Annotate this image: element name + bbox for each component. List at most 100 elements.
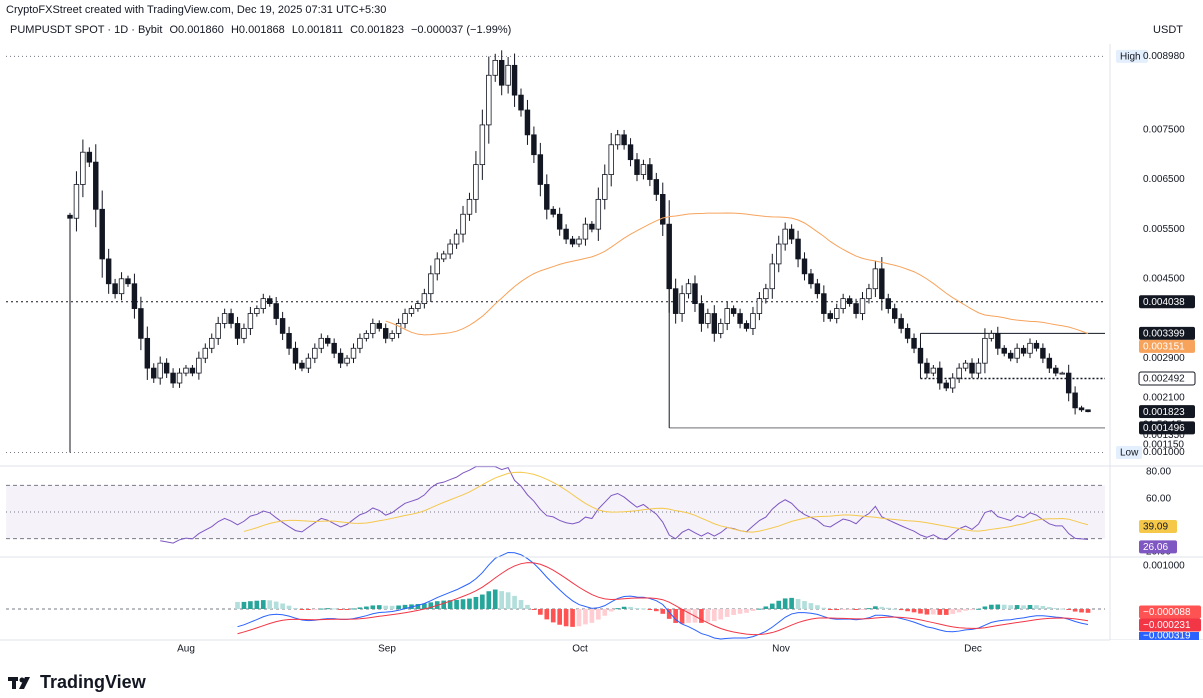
candle[interactable]: [138, 308, 144, 339]
candle[interactable]: [930, 367, 937, 374]
candle[interactable]: [982, 337, 988, 364]
candle[interactable]: [428, 273, 434, 295]
candle[interactable]: [505, 64, 511, 86]
candle[interactable]: [943, 382, 949, 389]
candle[interactable]: [814, 283, 821, 295]
candle[interactable]: [1085, 409, 1091, 413]
candle[interactable]: [1040, 347, 1046, 359]
candle[interactable]: [962, 362, 969, 369]
candle[interactable]: [743, 323, 750, 329]
candle[interactable]: [408, 308, 415, 314]
candle[interactable]: [653, 179, 660, 195]
candle[interactable]: [879, 268, 885, 300]
candle[interactable]: [756, 298, 763, 314]
candle[interactable]: [1046, 357, 1053, 369]
candle[interactable]: [537, 154, 544, 185]
candle[interactable]: [395, 323, 402, 334]
candle[interactable]: [737, 313, 743, 324]
candle[interactable]: [634, 159, 640, 175]
candle[interactable]: [827, 313, 833, 319]
candle[interactable]: [640, 164, 647, 175]
candle[interactable]: [440, 253, 447, 260]
candle[interactable]: [402, 313, 408, 324]
candle[interactable]: [176, 372, 183, 384]
candle[interactable]: [163, 362, 170, 374]
candle[interactable]: [1059, 372, 1065, 375]
candle[interactable]: [821, 293, 827, 314]
candle[interactable]: [711, 313, 718, 334]
candle[interactable]: [718, 323, 724, 334]
candle[interactable]: [647, 164, 653, 180]
candle[interactable]: [325, 337, 331, 344]
candle[interactable]: [569, 238, 576, 245]
candle[interactable]: [1027, 342, 1033, 354]
candle[interactable]: [299, 362, 305, 369]
candle[interactable]: [660, 194, 666, 225]
candle[interactable]: [305, 357, 312, 369]
candle[interactable]: [763, 288, 769, 300]
candle[interactable]: [228, 313, 234, 324]
candle[interactable]: [466, 198, 473, 215]
candle[interactable]: [808, 273, 814, 285]
candle[interactable]: [769, 263, 776, 290]
candle[interactable]: [447, 243, 453, 255]
candle[interactable]: [595, 198, 602, 230]
candle[interactable]: [99, 208, 105, 260]
candle[interactable]: [1007, 352, 1014, 359]
candle[interactable]: [209, 337, 215, 349]
candle[interactable]: [666, 223, 672, 290]
candle[interactable]: [698, 303, 705, 324]
candle[interactable]: [221, 313, 228, 324]
candle[interactable]: [776, 243, 782, 265]
candle[interactable]: [415, 303, 421, 309]
candle[interactable]: [975, 362, 982, 374]
candle[interactable]: [724, 308, 730, 324]
candle[interactable]: [937, 367, 943, 384]
candle[interactable]: [125, 278, 131, 285]
candle[interactable]: [911, 337, 917, 349]
candle[interactable]: [151, 367, 157, 379]
candle[interactable]: [118, 278, 125, 295]
candle[interactable]: [357, 337, 363, 349]
candle[interactable]: [112, 283, 118, 295]
candle[interactable]: [969, 362, 975, 374]
candle[interactable]: [846, 298, 853, 305]
candle[interactable]: [1001, 347, 1007, 354]
candle[interactable]: [486, 74, 492, 126]
candle[interactable]: [279, 318, 286, 334]
candle[interactable]: [67, 214, 73, 219]
candle[interactable]: [460, 213, 466, 235]
candle[interactable]: [782, 228, 788, 245]
candle[interactable]: [853, 303, 859, 314]
candle[interactable]: [337, 352, 344, 364]
candle[interactable]: [1072, 392, 1078, 409]
candle[interactable]: [898, 318, 904, 329]
candle[interactable]: [86, 151, 93, 163]
candle[interactable]: [556, 213, 563, 230]
candle[interactable]: [795, 238, 801, 260]
candle[interactable]: [988, 332, 995, 339]
candle[interactable]: [234, 323, 241, 339]
candle[interactable]: [621, 134, 627, 146]
candle[interactable]: [995, 332, 1001, 349]
candle[interactable]: [885, 298, 891, 309]
candle[interactable]: [904, 328, 911, 339]
candle[interactable]: [196, 357, 202, 374]
candle[interactable]: [73, 184, 80, 219]
candle[interactable]: [183, 367, 189, 374]
candle[interactable]: [518, 94, 524, 111]
candle[interactable]: [273, 303, 279, 319]
candle[interactable]: [312, 347, 318, 359]
currency-label[interactable]: USDT: [1153, 24, 1183, 36]
candle[interactable]: [1053, 367, 1059, 374]
candle[interactable]: [531, 134, 537, 156]
candle[interactable]: [788, 228, 795, 240]
candle[interactable]: [840, 298, 846, 309]
candle[interactable]: [344, 357, 350, 364]
candle[interactable]: [563, 228, 569, 240]
candle[interactable]: [589, 223, 595, 230]
candle[interactable]: [949, 377, 956, 389]
candle[interactable]: [730, 308, 737, 314]
candle[interactable]: [292, 347, 299, 364]
